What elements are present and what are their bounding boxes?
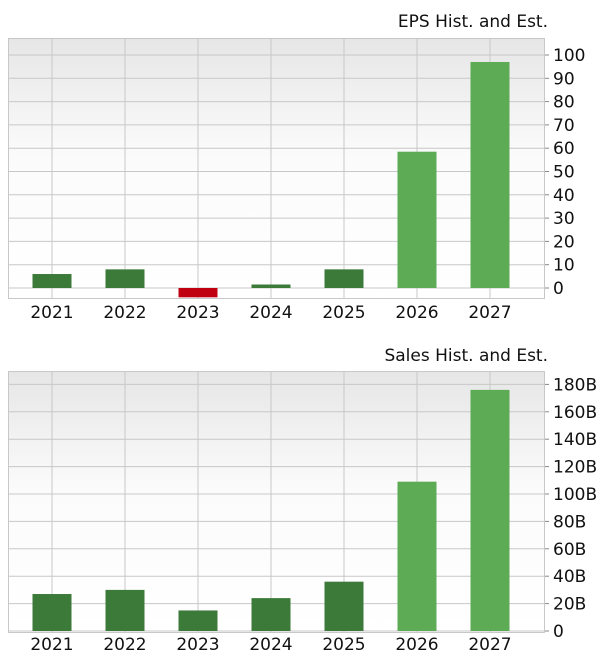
y-tick-label: 120B: [553, 458, 597, 478]
bar-2022: [105, 269, 145, 288]
chart-panel-0: 0 10 20 30 40 50 60 70 80 90 100 2021 2022 2023 2024 20…: [8, 12, 585, 323]
y-tick-label: 30: [553, 209, 575, 229]
x-tick-label: 2025: [322, 635, 365, 655]
x-tick-label: 2022: [103, 635, 146, 655]
x-tick-label: 2027: [468, 635, 511, 655]
bar-2025: [324, 269, 364, 288]
bar-2022: [105, 589, 145, 631]
y-tick-label: 20: [553, 232, 575, 252]
y-tick-label: 0: [553, 622, 564, 642]
bar-2024: [251, 598, 291, 631]
bar-2024: [251, 284, 291, 288]
chart-panel-1: 0 20B 40B 60B 80B 100B 120B 140B 160B 180B 2021 202…: [8, 346, 597, 655]
plot-frame: [8, 371, 545, 633]
y-tick-label: 80B: [553, 512, 586, 532]
x-tick-label: 2023: [176, 303, 219, 323]
y-tick-label: 180B: [553, 375, 597, 395]
x-tick-label: 2027: [468, 303, 511, 323]
y-tick-label: 40B: [553, 567, 586, 587]
y-tick-label: 90: [553, 69, 575, 89]
x-tick-label: 2024: [249, 303, 292, 323]
bar-2027: [470, 61, 510, 288]
y-tick-label: 70: [553, 116, 575, 136]
bar-2023: [178, 610, 218, 631]
plot-frame: [8, 38, 545, 299]
y-tick-label: 0: [553, 279, 564, 299]
x-tick-label: 2025: [322, 303, 365, 323]
y-tick-label: 140B: [553, 430, 597, 450]
plot-background: [8, 38, 545, 299]
x-tick-label: 2021: [30, 303, 73, 323]
chart-title: Sales Hist. and Est.: [384, 346, 548, 366]
bar-2021: [32, 594, 72, 631]
bar-2026: [397, 481, 437, 631]
plot-background: [8, 371, 545, 633]
x-tick-label: 2023: [176, 635, 219, 655]
y-tick-label: 40: [553, 186, 575, 206]
y-tick-label: 80: [553, 93, 575, 113]
x-tick-label: 2024: [249, 635, 292, 655]
x-tick-label: 2022: [103, 303, 146, 323]
y-tick-label: 20B: [553, 595, 586, 615]
x-tick-label: 2021: [30, 635, 73, 655]
y-tick-label: 60: [553, 139, 575, 159]
y-tick-label: 160B: [553, 403, 597, 423]
bar-2026: [397, 151, 437, 288]
bar-2023: [178, 288, 218, 298]
y-tick-label: 60B: [553, 540, 586, 560]
y-tick-label: 100B: [553, 485, 597, 505]
y-tick-label: 50: [553, 163, 575, 183]
x-tick-label: 2026: [395, 635, 438, 655]
bar-2027: [470, 389, 510, 631]
y-tick-label: 10: [553, 256, 575, 276]
chart-title: EPS Hist. and Est.: [398, 12, 548, 32]
bar-2021: [32, 274, 72, 288]
x-tick-label: 2026: [395, 303, 438, 323]
y-tick-label: 100: [553, 46, 585, 66]
bar-2025: [324, 581, 364, 631]
